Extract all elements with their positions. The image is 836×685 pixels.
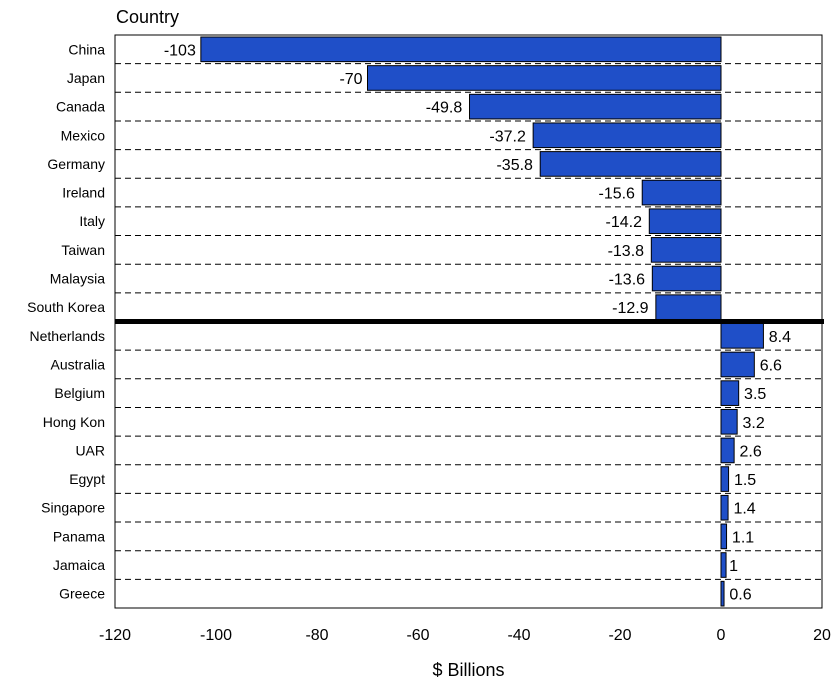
bar xyxy=(720,494,729,521)
data-label-bg xyxy=(738,411,770,433)
bar xyxy=(539,151,722,177)
category-label: UAR xyxy=(75,442,105,458)
category-label: Ireland xyxy=(62,185,105,201)
data-label-bg xyxy=(159,38,200,60)
data-label: -35.8 xyxy=(496,157,533,174)
data-label: -13.6 xyxy=(609,272,646,289)
bar xyxy=(720,437,735,464)
category-label: Panama xyxy=(53,528,105,544)
x-tick-label: -60 xyxy=(406,627,429,644)
bar xyxy=(367,65,722,91)
bar xyxy=(720,351,755,378)
data-label-bg xyxy=(727,554,741,576)
data-label-bg xyxy=(601,239,651,261)
x-tick-label: -40 xyxy=(507,627,530,644)
x-tick-label: -20 xyxy=(608,627,631,644)
data-label-bg xyxy=(419,96,469,118)
data-label-bg xyxy=(602,268,652,289)
data-label: -37.2 xyxy=(489,128,526,145)
data-label: -13.8 xyxy=(608,243,645,260)
bar xyxy=(720,323,764,349)
category-label: Germany xyxy=(47,156,105,172)
category-label: Belgium xyxy=(54,385,105,401)
data-label-bg xyxy=(599,210,649,232)
data-label: 1 xyxy=(729,558,738,575)
bar xyxy=(720,408,738,435)
data-label: 0.6 xyxy=(729,587,751,604)
data-label-bg xyxy=(735,439,767,461)
category-label: Italy xyxy=(79,213,105,229)
category-label: Netherlands xyxy=(30,328,106,344)
x-tick-label: -100 xyxy=(200,627,232,644)
bar xyxy=(532,122,722,149)
data-label: 6.6 xyxy=(760,357,782,374)
x-tick-label: -120 xyxy=(99,627,131,644)
x-tick-label: 20 xyxy=(813,627,831,644)
data-label: 8.4 xyxy=(769,329,791,346)
data-label-bg xyxy=(755,354,787,375)
category-label: South Korea xyxy=(27,299,105,315)
category-label: Taiwan xyxy=(61,242,105,258)
bar xyxy=(720,523,728,550)
category-label: Canada xyxy=(56,99,105,115)
data-label: 2.6 xyxy=(740,443,762,460)
chart-title: Country xyxy=(116,7,179,27)
data-label-bg xyxy=(725,583,757,605)
data-labels: -103 -70 -49.8 -37.2 -35.8 -15.6 -14.2 -13.8 -13… xyxy=(159,38,796,605)
data-label: -70 xyxy=(339,71,362,88)
data-label-bg xyxy=(727,525,759,547)
data-label: -14.2 xyxy=(606,214,643,231)
x-tick-label: -80 xyxy=(305,627,328,644)
bar xyxy=(655,294,722,320)
data-label-bg xyxy=(729,468,761,490)
data-label: 1.1 xyxy=(732,529,754,546)
data-label-bg xyxy=(592,182,642,204)
data-label-bg xyxy=(729,497,761,519)
data-label: 1.4 xyxy=(733,501,755,518)
category-label: Jamaica xyxy=(53,557,105,573)
data-label-bg xyxy=(335,67,367,89)
category-label: Egypt xyxy=(69,471,105,487)
bar xyxy=(648,208,722,235)
bar xyxy=(650,237,722,263)
category-label: China xyxy=(68,41,105,57)
data-label: 3.5 xyxy=(744,386,766,403)
bar xyxy=(651,265,722,292)
category-label: Singapore xyxy=(41,500,105,516)
bar xyxy=(720,580,725,607)
data-label: -103 xyxy=(164,42,196,59)
data-label: -15.6 xyxy=(598,186,635,203)
data-label: 3.2 xyxy=(743,415,765,432)
data-label-bg xyxy=(483,124,533,146)
x-axis-ticks: -120 -100 -80 -60 -40 -20 0 20 xyxy=(99,627,831,644)
bar xyxy=(200,36,722,63)
category-label: Malaysia xyxy=(50,271,105,287)
category-label: Mexico xyxy=(61,127,106,143)
category-labels: China Japan Canada Mexico Germany Ireland Ital… xyxy=(27,41,105,601)
data-label: -12.9 xyxy=(612,300,649,317)
bar xyxy=(720,552,727,578)
bar xyxy=(641,179,722,206)
category-label: Greece xyxy=(59,586,105,602)
category-label: Hong Kon xyxy=(43,414,105,430)
category-label: Japan xyxy=(67,70,105,86)
x-tick-label: 0 xyxy=(717,627,726,644)
category-label: Australia xyxy=(51,356,106,372)
data-label: 1.5 xyxy=(734,472,756,489)
bar xyxy=(720,380,740,406)
bars xyxy=(200,36,764,607)
x-axis-label: $ Billions xyxy=(432,660,504,680)
data-label-bg xyxy=(490,153,540,175)
data-label: -49.8 xyxy=(426,100,463,117)
data-label-bg xyxy=(605,296,655,318)
bar xyxy=(469,93,722,120)
data-label-bg xyxy=(764,325,796,347)
bar xyxy=(720,466,730,492)
data-label-bg xyxy=(739,382,771,404)
